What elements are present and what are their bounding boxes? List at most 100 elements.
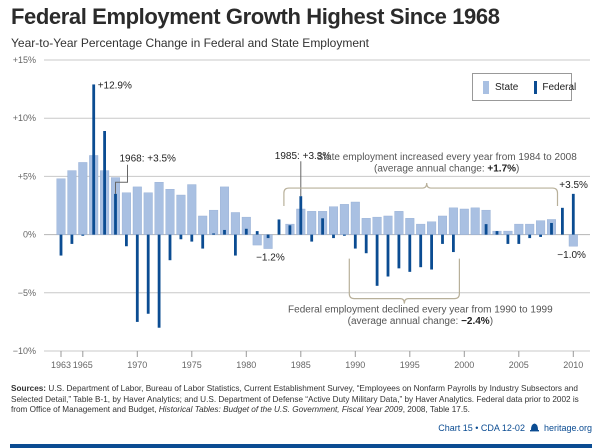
bar-federal-1971 (146, 234, 150, 314)
bar-federal-1969 (125, 234, 128, 247)
sources-label: Sources: (11, 384, 47, 393)
chart-title: Federal Employment Growth Highest Since … (11, 4, 500, 29)
federal-bracket-value: −2.4% (461, 316, 490, 327)
bar-federal-1968 (114, 193, 117, 235)
sources-text-2: , 2008, Table 17.5. (402, 405, 470, 414)
bar-state-1964 (67, 170, 77, 235)
bar-federal-2005 (517, 234, 521, 244)
bar-federal-1978 (223, 229, 226, 235)
annotation-2010-state: −1.0% (557, 250, 586, 261)
state-bracket-text-line1: State employment increased every year fr… (317, 152, 578, 163)
bar-state-2004 (503, 230, 513, 235)
bar-state-1973 (165, 189, 175, 235)
x-tick-label: 1975 (182, 360, 202, 370)
bar-federal-1976 (201, 234, 205, 249)
federal-bracket-prefix: (average annual change: (348, 316, 461, 327)
x-tick-label: 1980 (236, 360, 256, 370)
bar-state-1990 (350, 201, 360, 235)
federal-bracket-suffix: ) (490, 316, 493, 327)
bar-state-1975 (187, 184, 197, 235)
bar-federal-1994 (397, 234, 401, 269)
heritage-link[interactable]: heritage.org (543, 423, 592, 433)
bar-state-1986 (307, 211, 317, 235)
bar-federal-1979 (234, 234, 237, 256)
state-bracket-text-line2: (average annual change: +1.7%) (374, 164, 519, 175)
x-tick-label: 2010 (563, 360, 583, 370)
y-tick-label: 0% (23, 230, 36, 240)
state-bracket-value: +1.7% (487, 164, 516, 175)
legend-swatch-federal (534, 80, 538, 94)
bar-state-1978 (219, 186, 229, 235)
bar-federal-1974 (179, 234, 183, 240)
bar-federal-2007 (539, 234, 542, 237)
x-tick-label: 1985 (291, 360, 311, 370)
bar-federal-1983 (277, 219, 281, 235)
state-bracket (283, 183, 559, 207)
bar-state-1993 (383, 215, 393, 235)
leader-1968 (115, 164, 128, 194)
sources-text-1: U.S. Department of Labor, Bureau of Labo… (11, 384, 579, 414)
bar-federal-1972 (157, 234, 161, 328)
bar-federal-1982 (266, 234, 270, 239)
bar-federal-2009 (561, 207, 564, 235)
bar-state-2007 (536, 220, 546, 235)
bar-state-1977 (209, 209, 219, 235)
bar-federal-1963 (59, 234, 63, 256)
bar-state-1997 (427, 221, 437, 235)
bar-state-1979 (230, 212, 240, 235)
bar-federal-1989 (343, 234, 346, 236)
bar-federal-1975 (190, 234, 194, 242)
chart-legend: State Federal (472, 73, 576, 101)
bar-federal-2006 (528, 234, 532, 239)
x-tick-label: 1963 (51, 360, 71, 370)
y-tick-label: +5% (18, 171, 36, 181)
bar-federal-1965 (81, 234, 85, 236)
bar-federal-1967 (103, 131, 106, 235)
y-tick-label: −10% (13, 346, 36, 356)
bar-federal-1964 (70, 234, 74, 244)
bar-federal-1988 (332, 234, 335, 239)
bar-federal-1981 (255, 231, 259, 235)
chart-subtitle: Year-to-Year Percentage Change in Federa… (11, 36, 370, 50)
bar-federal-1990 (353, 234, 357, 249)
bar-state-1992 (372, 216, 382, 235)
bar-state-1971 (143, 192, 153, 235)
state-bracket-suffix: ) (516, 164, 519, 175)
x-tick-label: 1970 (127, 360, 147, 370)
x-tick-label: 2005 (509, 360, 529, 370)
bar-federal-2004 (506, 234, 510, 244)
sources-note: Sources: U.S. Department of Labor, Burea… (11, 384, 591, 416)
footer-bar (10, 444, 592, 448)
legend-item-federal: Federal (518, 80, 576, 94)
chart-svg: −10% −5% 0% +5% +10% +15% 1963 1965 1970 1975 198… (13, 55, 590, 370)
x-axis: 1963 1965 1970 1975 1980 1985 1990 1995 2000 2005… (44, 350, 590, 370)
bar-state-1999 (448, 207, 458, 235)
bar-federal-1980 (244, 228, 248, 235)
federal-bracket-text-line2: (average annual change: −2.4%) (348, 316, 493, 327)
bar-state-1963 (56, 178, 66, 235)
bar-federal-1966 (92, 84, 96, 235)
y-tick-label: +15% (13, 55, 36, 65)
bar-state-2005 (514, 223, 524, 235)
bar-federal-2010 (571, 193, 575, 235)
bar-federal-2002 (484, 224, 488, 235)
federal-bracket (348, 258, 460, 304)
bar-state-1974 (176, 194, 186, 235)
bar-federal-1985 (299, 196, 303, 235)
bar-federal-2008 (550, 222, 553, 235)
legend-label-state: State (495, 81, 519, 93)
bar-state-1994 (394, 211, 404, 235)
bar-federal-1970 (135, 234, 139, 322)
bar-state-2010 (568, 234, 578, 247)
bar-federal-1993 (386, 234, 390, 277)
bar-state-1989 (339, 204, 349, 235)
bar-state-1991 (361, 218, 371, 235)
chart-credit: Chart 15 • CDA 12-02 heritage.org (438, 422, 592, 434)
bar-federal-1984 (288, 225, 292, 235)
annotation-leaders (115, 161, 559, 304)
y-tick-label: +10% (13, 113, 36, 123)
bar-state-1998 (438, 215, 448, 235)
x-tick-label: 1990 (345, 360, 365, 370)
x-tick-label: 1965 (73, 360, 93, 370)
sources-italic: Historical Tables: Budget of the U.S. Go… (158, 405, 403, 414)
